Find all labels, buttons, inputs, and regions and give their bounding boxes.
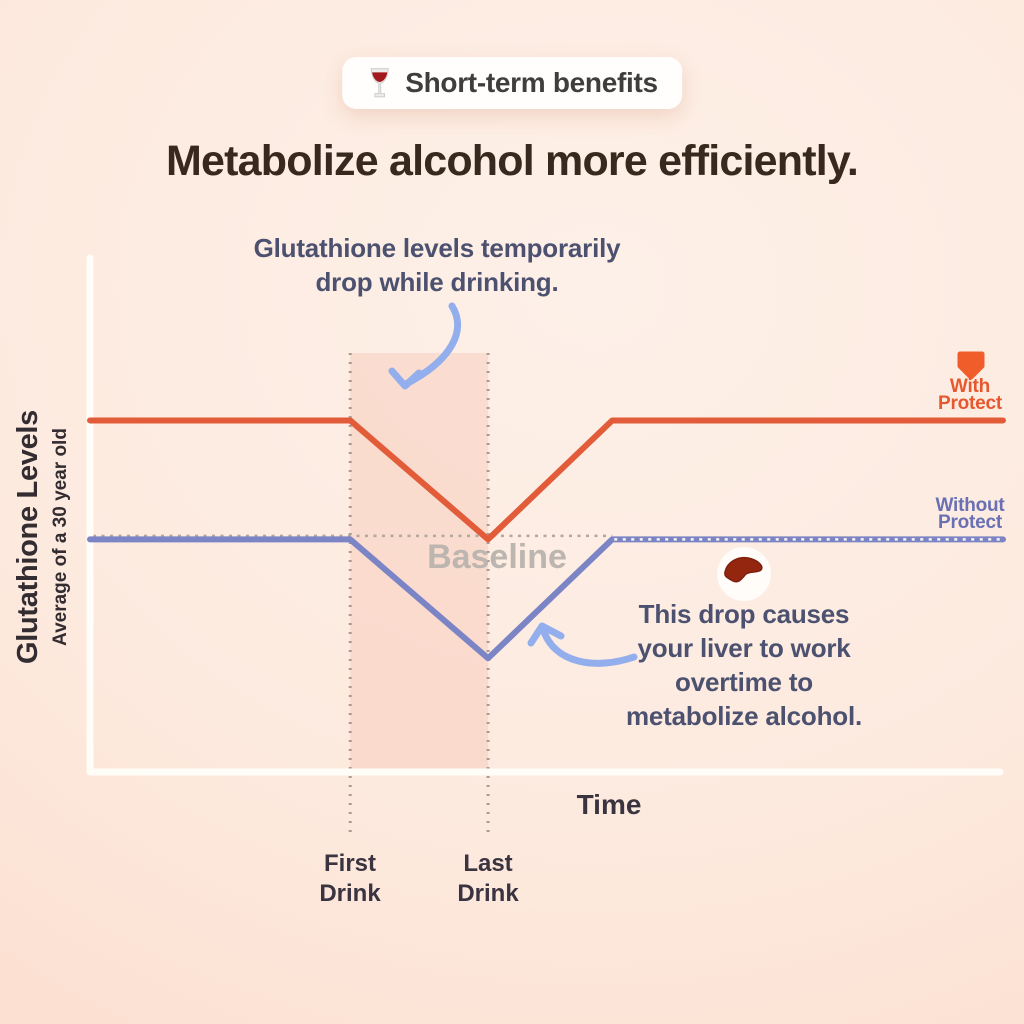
shield-icon <box>957 351 985 380</box>
curved-arrow-shaft <box>539 625 638 667</box>
wine-fill <box>372 72 388 83</box>
y-axis-subtitle: Average of a 30 year old <box>50 428 71 646</box>
arrowhead-icon <box>527 622 565 647</box>
annotation-line: This drop causes <box>638 599 850 629</box>
arrowhead-icon <box>388 367 423 390</box>
liver-icon <box>717 547 771 601</box>
annotation-glutathione-drop: Glutathione levels temporarily drop whil… <box>237 231 637 299</box>
event-label-last-drink: Last Drink <box>457 850 519 907</box>
protect-shield-shape <box>957 351 985 380</box>
legend-without-protect: Without Protect <box>935 495 1005 533</box>
series-line-with-protect <box>87 417 1006 543</box>
annotation-line: metabolize alcohol. <box>625 701 863 731</box>
wine-glass-icon <box>370 68 389 98</box>
y-axis-label: Glutathione Levels Average of a 30 year … <box>12 257 90 817</box>
arrow-to-with-protect-dip <box>388 302 462 390</box>
legend-with-protect: With Protect <box>937 376 1003 414</box>
badge-label: Short-term benefits <box>405 67 658 98</box>
annotation-line: your liver to work <box>637 633 851 663</box>
event-label-first-drink: First Drink <box>319 850 381 907</box>
x-axis-label: Time <box>576 789 642 820</box>
annotation-line: drop while drinking. <box>315 267 559 297</box>
annotation-line: overtime to <box>675 667 813 697</box>
annotation-liver-overtime: This drop causes your liver to work over… <box>594 597 894 733</box>
arrow-to-without-protect-dip <box>527 622 638 667</box>
annotation-line: Glutathione levels temporarily <box>253 233 621 263</box>
baseline-label: Baseline <box>427 538 567 576</box>
page-title: Metabolize alcohol more efficiently. <box>166 137 859 185</box>
category-badge: Short-term benefits <box>342 57 682 109</box>
y-axis-title: Glutathione Levels <box>12 409 44 665</box>
axes <box>86 254 1004 776</box>
liver-shape <box>724 556 763 583</box>
